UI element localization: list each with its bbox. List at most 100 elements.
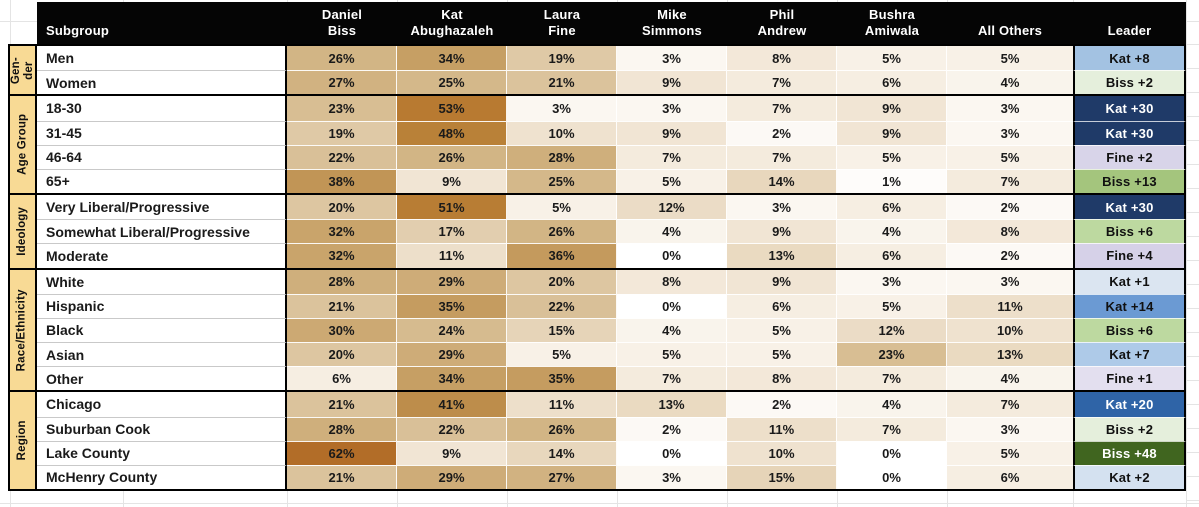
heat-cell-mike-simmons[interactable]: 12% bbox=[617, 195, 727, 220]
heat-cell-bushra-amiwala[interactable]: 7% bbox=[837, 416, 947, 441]
heat-cell-kat-abughazaleh[interactable]: 26% bbox=[397, 144, 507, 169]
heat-cell-mike-simmons[interactable]: 7% bbox=[617, 144, 727, 169]
header-cell-mike-simmons[interactable]: Mike Simmons bbox=[617, 2, 727, 44]
subgroup-cell-women[interactable]: Women bbox=[37, 70, 287, 95]
header-cell-laura-fine[interactable]: Laura Fine bbox=[507, 2, 617, 44]
heat-cell-all-others[interactable]: 5% bbox=[947, 144, 1073, 169]
heat-cell-kat-abughazaleh[interactable]: 9% bbox=[397, 440, 507, 465]
subgroup-cell-white[interactable]: White bbox=[37, 269, 287, 294]
subgroup-cell-31-45[interactable]: 31-45 bbox=[37, 120, 287, 145]
heat-cell-laura-fine[interactable]: 15% bbox=[507, 317, 617, 343]
subgroup-cell-very-liberal-progressive[interactable]: Very Liberal/Progressive bbox=[37, 195, 287, 220]
heat-cell-phil-andrew[interactable]: 6% bbox=[727, 293, 837, 318]
heat-cell-mike-simmons[interactable]: 3% bbox=[617, 46, 727, 71]
heat-cell-kat-abughazaleh[interactable]: 35% bbox=[397, 293, 507, 318]
subgroup-cell-black[interactable]: Black bbox=[37, 317, 287, 343]
heat-cell-bushra-amiwala[interactable]: 6% bbox=[837, 70, 947, 95]
heat-cell-all-others[interactable]: 2% bbox=[947, 195, 1073, 220]
heat-cell-daniel-biss[interactable]: 26% bbox=[287, 46, 397, 71]
leader-cell[interactable]: Kat +30 bbox=[1073, 195, 1186, 220]
heat-cell-laura-fine[interactable]: 3% bbox=[507, 96, 617, 121]
heat-cell-laura-fine[interactable]: 11% bbox=[507, 392, 617, 417]
heat-cell-phil-andrew[interactable]: 8% bbox=[727, 46, 837, 71]
leader-cell[interactable]: Biss +48 bbox=[1073, 440, 1186, 465]
heat-cell-daniel-biss[interactable]: 21% bbox=[287, 464, 397, 490]
header-cell-kat-abughazaleh[interactable]: Kat Abughazaleh bbox=[397, 2, 507, 44]
leader-cell[interactable]: Kat +2 bbox=[1073, 464, 1186, 490]
heat-cell-laura-fine[interactable]: 27% bbox=[507, 464, 617, 490]
subgroup-cell-suburban-cook[interactable]: Suburban Cook bbox=[37, 416, 287, 441]
heat-cell-laura-fine[interactable]: 26% bbox=[507, 219, 617, 244]
heat-cell-daniel-biss[interactable]: 32% bbox=[287, 219, 397, 244]
heat-cell-all-others[interactable]: 5% bbox=[947, 440, 1073, 465]
heat-cell-bushra-amiwala[interactable]: 6% bbox=[837, 243, 947, 268]
heat-cell-bushra-amiwala[interactable]: 23% bbox=[837, 342, 947, 367]
leader-cell[interactable]: Kat +30 bbox=[1073, 96, 1186, 121]
heat-cell-daniel-biss[interactable]: 20% bbox=[287, 195, 397, 220]
subgroup-cell-chicago[interactable]: Chicago bbox=[37, 392, 287, 417]
heat-cell-daniel-biss[interactable]: 38% bbox=[287, 168, 397, 194]
heat-cell-mike-simmons[interactable]: 9% bbox=[617, 70, 727, 95]
header-cell-phil-andrew[interactable]: Phil Andrew bbox=[727, 2, 837, 44]
heat-cell-laura-fine[interactable]: 35% bbox=[507, 366, 617, 391]
heat-cell-mike-simmons[interactable]: 5% bbox=[617, 168, 727, 194]
subgroup-cell-46-64[interactable]: 46-64 bbox=[37, 144, 287, 169]
heat-cell-laura-fine[interactable]: 36% bbox=[507, 243, 617, 268]
heat-cell-kat-abughazaleh[interactable]: 34% bbox=[397, 46, 507, 71]
subgroup-cell-65[interactable]: 65+ bbox=[37, 168, 287, 194]
heat-cell-kat-abughazaleh[interactable]: 34% bbox=[397, 366, 507, 391]
heat-cell-daniel-biss[interactable]: 27% bbox=[287, 70, 397, 95]
heat-cell-mike-simmons[interactable]: 3% bbox=[617, 464, 727, 490]
heat-cell-all-others[interactable]: 4% bbox=[947, 366, 1073, 391]
heat-cell-phil-andrew[interactable]: 2% bbox=[727, 120, 837, 145]
heat-cell-all-others[interactable]: 7% bbox=[947, 392, 1073, 417]
heat-cell-mike-simmons[interactable]: 9% bbox=[617, 120, 727, 145]
heat-cell-daniel-biss[interactable]: 23% bbox=[287, 96, 397, 121]
heat-cell-kat-abughazaleh[interactable]: 53% bbox=[397, 96, 507, 121]
heat-cell-all-others[interactable]: 5% bbox=[947, 46, 1073, 71]
heat-cell-phil-andrew[interactable]: 15% bbox=[727, 464, 837, 490]
heat-cell-bushra-amiwala[interactable]: 5% bbox=[837, 144, 947, 169]
heat-cell-all-others[interactable]: 6% bbox=[947, 464, 1073, 490]
heat-cell-phil-andrew[interactable]: 14% bbox=[727, 168, 837, 194]
subgroup-cell-asian[interactable]: Asian bbox=[37, 342, 287, 367]
heat-cell-phil-andrew[interactable]: 7% bbox=[727, 70, 837, 95]
heat-cell-daniel-biss[interactable]: 32% bbox=[287, 243, 397, 268]
heat-cell-phil-andrew[interactable]: 7% bbox=[727, 144, 837, 169]
header-cell-daniel-biss[interactable]: Daniel Biss bbox=[287, 2, 397, 44]
heat-cell-bushra-amiwala[interactable]: 1% bbox=[837, 168, 947, 194]
heat-cell-kat-abughazaleh[interactable]: 25% bbox=[397, 70, 507, 95]
heat-cell-all-others[interactable]: 2% bbox=[947, 243, 1073, 268]
heat-cell-laura-fine[interactable]: 25% bbox=[507, 168, 617, 194]
heat-cell-daniel-biss[interactable]: 21% bbox=[287, 293, 397, 318]
heat-cell-phil-andrew[interactable]: 5% bbox=[727, 317, 837, 343]
heat-cell-kat-abughazaleh[interactable]: 29% bbox=[397, 342, 507, 367]
heat-cell-phil-andrew[interactable]: 13% bbox=[727, 243, 837, 268]
heat-cell-kat-abughazaleh[interactable]: 17% bbox=[397, 219, 507, 244]
heat-cell-kat-abughazaleh[interactable]: 9% bbox=[397, 168, 507, 194]
heat-cell-kat-abughazaleh[interactable]: 41% bbox=[397, 392, 507, 417]
corner-cell[interactable] bbox=[8, 2, 37, 44]
heat-cell-laura-fine[interactable]: 22% bbox=[507, 293, 617, 318]
heat-cell-mike-simmons[interactable]: 2% bbox=[617, 416, 727, 441]
leader-cell[interactable]: Kat +30 bbox=[1073, 120, 1186, 145]
heat-cell-daniel-biss[interactable]: 21% bbox=[287, 392, 397, 417]
heat-cell-all-others[interactable]: 4% bbox=[947, 70, 1073, 95]
subgroup-cell-other[interactable]: Other bbox=[37, 366, 287, 391]
leader-cell[interactable]: Kat +14 bbox=[1073, 293, 1186, 318]
heat-cell-phil-andrew[interactable]: 11% bbox=[727, 416, 837, 441]
heat-cell-bushra-amiwala[interactable]: 4% bbox=[837, 219, 947, 244]
leader-cell[interactable]: Biss +6 bbox=[1073, 317, 1186, 343]
subgroup-cell-mchenry-county[interactable]: McHenry County bbox=[37, 464, 287, 490]
heat-cell-all-others[interactable]: 3% bbox=[947, 96, 1073, 121]
heat-cell-bushra-amiwala[interactable]: 5% bbox=[837, 293, 947, 318]
heat-cell-laura-fine[interactable]: 14% bbox=[507, 440, 617, 465]
heat-cell-daniel-biss[interactable]: 20% bbox=[287, 342, 397, 367]
heat-cell-bushra-amiwala[interactable]: 5% bbox=[837, 46, 947, 71]
heat-cell-kat-abughazaleh[interactable]: 29% bbox=[397, 464, 507, 490]
heat-cell-laura-fine[interactable]: 26% bbox=[507, 416, 617, 441]
heat-cell-all-others[interactable]: 3% bbox=[947, 416, 1073, 441]
heat-cell-kat-abughazaleh[interactable]: 22% bbox=[397, 416, 507, 441]
heat-cell-all-others[interactable]: 7% bbox=[947, 168, 1073, 194]
subgroup-cell-hispanic[interactable]: Hispanic bbox=[37, 293, 287, 318]
